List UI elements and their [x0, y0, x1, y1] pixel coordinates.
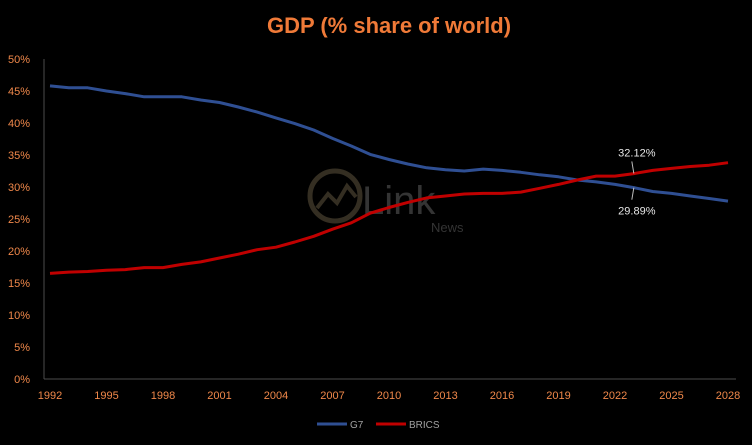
data-annotations: 32.12% 29.89%	[618, 147, 656, 217]
y-axis-ticks: 0% 5% 10% 15% 20% 25% 30% 35% 40% 45% 50%	[8, 54, 30, 386]
annotation-leader	[631, 161, 635, 174]
data-label-g7: 29.89%	[618, 206, 656, 218]
x-tick-label: 2004	[264, 390, 288, 402]
y-tick-label: 5%	[14, 342, 30, 354]
watermark-subtext: News	[431, 220, 464, 235]
y-tick-label: 20%	[8, 246, 30, 258]
legend-label-brics: BRICS	[409, 420, 440, 431]
watermark-text: Link	[362, 179, 436, 223]
chart-title: GDP (% share of world)	[267, 13, 511, 38]
x-tick-label: 1992	[38, 390, 62, 402]
series-line-brics	[49, 161, 729, 275]
x-axis-ticks: 1992 1995 1998 2001 2004 2007 2010 2013 2016 2019…	[38, 390, 740, 402]
y-tick-label: 45%	[8, 86, 30, 98]
x-tick-label: 2022	[603, 390, 627, 402]
legend-label-g7: G7	[350, 420, 364, 431]
x-tick-label: 2019	[546, 390, 570, 402]
series-lines	[49, 84, 729, 275]
x-tick-label: 2010	[377, 390, 401, 402]
x-tick-label: 1995	[94, 390, 118, 402]
y-tick-label: 10%	[8, 310, 30, 322]
x-tick-label: 2007	[320, 390, 344, 402]
y-tick-label: 30%	[8, 182, 30, 194]
link-news-watermark: Link News	[307, 168, 464, 235]
x-tick-label: 2028	[716, 390, 740, 402]
legend: G7 BRICS	[317, 420, 440, 431]
y-tick-label: 15%	[8, 278, 30, 290]
watermark-logo-icon	[307, 168, 363, 224]
x-tick-label: 2016	[490, 390, 514, 402]
annotation-leader	[631, 187, 635, 200]
y-tick-label: 50%	[8, 54, 30, 66]
x-tick-label: 2025	[659, 390, 683, 402]
y-tick-label: 40%	[8, 118, 30, 130]
data-label-brics: 32.12%	[618, 147, 656, 159]
x-tick-label: 2013	[433, 390, 457, 402]
watermark-mountain-icon	[315, 182, 358, 210]
x-tick-label: 2001	[207, 390, 231, 402]
series-line-g7	[49, 84, 729, 203]
y-tick-label: 35%	[8, 150, 30, 162]
x-tick-label: 1998	[151, 390, 175, 402]
y-tick-label: 25%	[8, 214, 30, 226]
y-tick-label: 0%	[14, 374, 30, 386]
